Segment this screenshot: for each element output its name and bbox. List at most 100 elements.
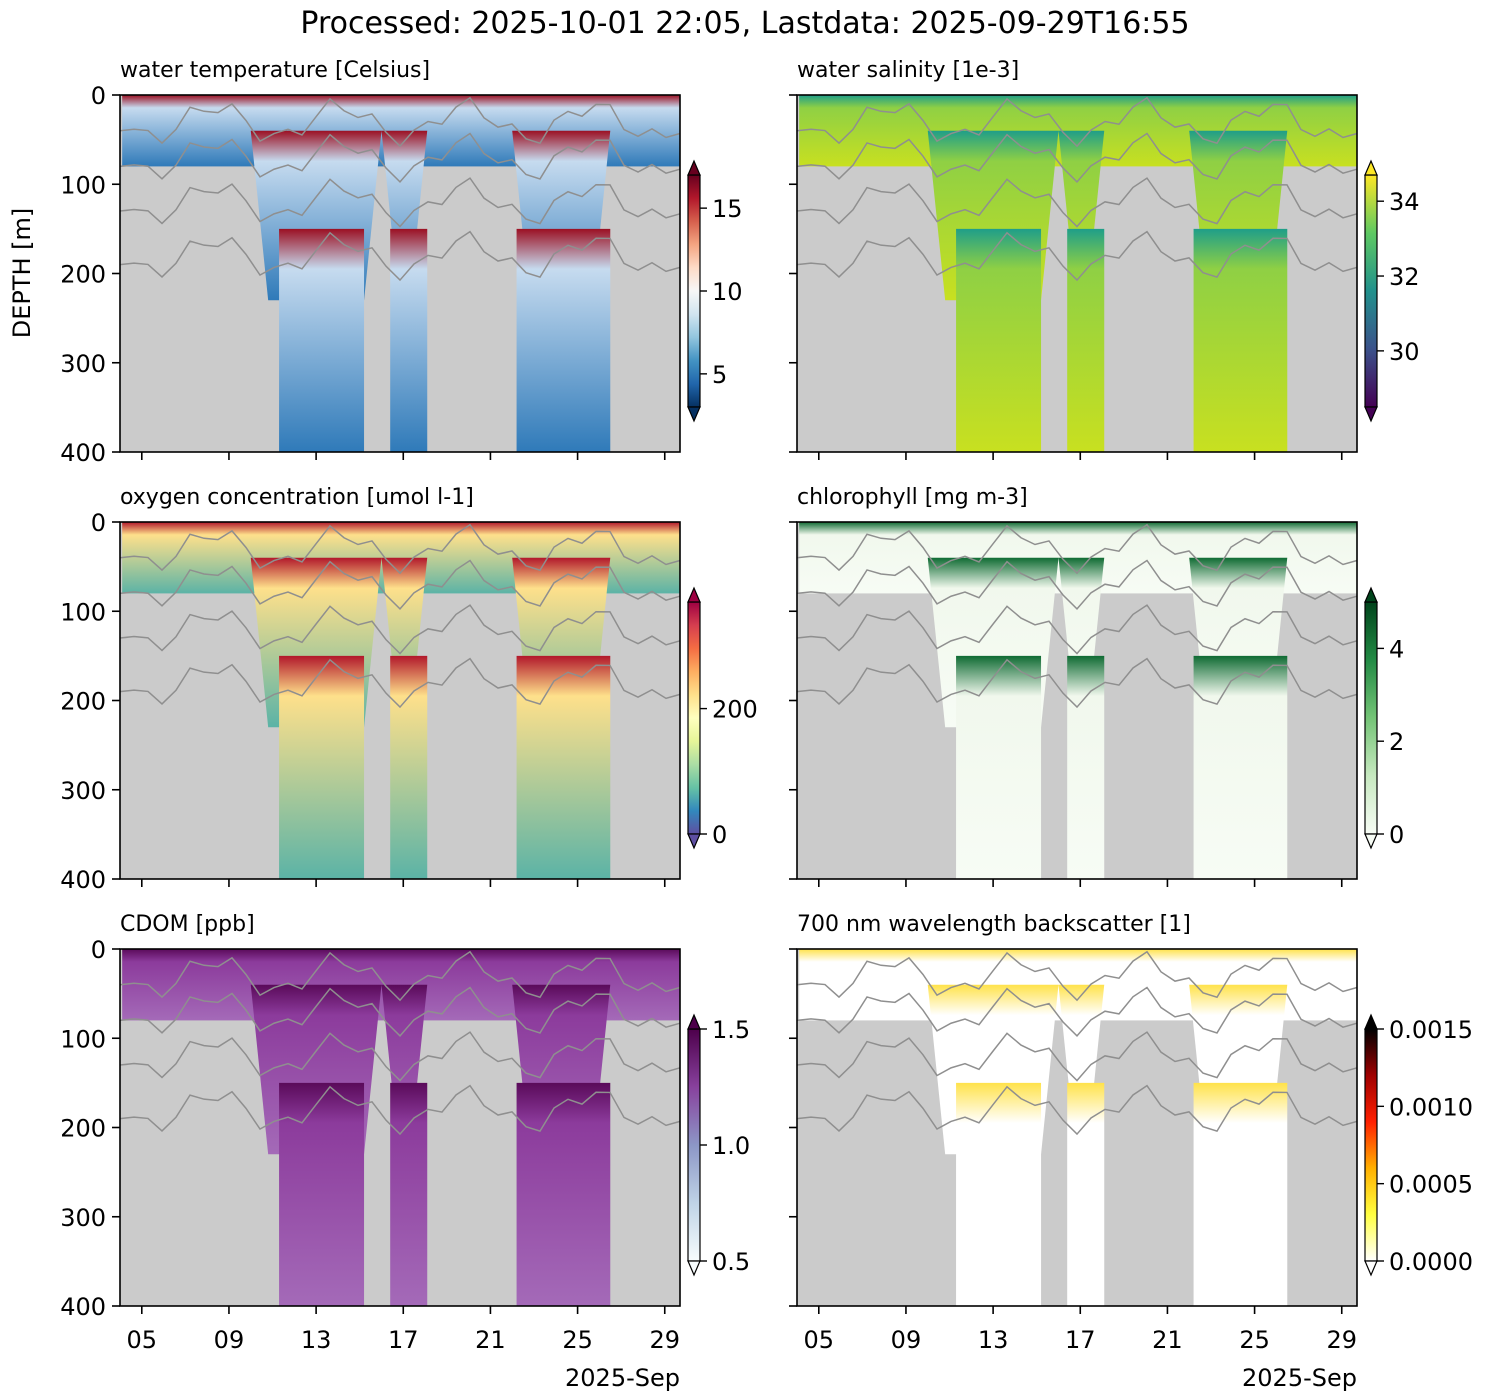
- data-dive-region: [1058, 984, 1105, 1155]
- colorbar-tick-label: 32: [1389, 263, 1420, 291]
- contour-line: [119, 559, 681, 611]
- data-deep-profile: [516, 655, 611, 879]
- data-dive-region: [1058, 130, 1105, 301]
- contour-line: [796, 523, 1358, 575]
- colorbar: [1364, 174, 1378, 408]
- contour-line: [796, 559, 1358, 611]
- contour-line: [119, 230, 681, 282]
- y-tick-label: 200: [60, 1115, 106, 1143]
- colorbar-extend-min: [1364, 1260, 1378, 1277]
- data-deep-profile: [516, 1082, 611, 1306]
- panel-salinity: water salinity [1e-3] 30 32 34: [789, 58, 1420, 460]
- data-deep-profile: [279, 1082, 365, 1306]
- contour-line: [796, 986, 1358, 1038]
- contour-line: [119, 1031, 681, 1082]
- data-deep-profile: [390, 1082, 428, 1306]
- panel-title: water salinity [1e-3]: [797, 58, 1019, 83]
- x-tick-label: 17: [1065, 1326, 1096, 1354]
- x-tick-label: 29: [649, 1326, 680, 1354]
- data-deep-profile: [1067, 655, 1105, 879]
- data-deep-profile: [1067, 1082, 1105, 1306]
- contour-line: [119, 604, 681, 655]
- panel-chlorophyll: chlorophyll [mg m-3] 0 2 4: [789, 485, 1404, 887]
- colorbar-tick-label: 1.5: [712, 1016, 750, 1044]
- colorbar-extend-min: [687, 833, 701, 850]
- data-deep-profile: [1193, 655, 1288, 879]
- x-tick-label: 05: [804, 1326, 835, 1354]
- contour-line: [796, 1031, 1358, 1082]
- data-deep-profile: [516, 228, 611, 452]
- contour-line: [119, 1084, 681, 1136]
- colorbar-extend-max: [1364, 586, 1378, 603]
- panel-title: oxygen concentration [umol l-1]: [120, 485, 474, 510]
- colorbar-tick-label: 2: [1389, 728, 1404, 756]
- data-deep-profile: [279, 228, 365, 452]
- data-deep-profile: [956, 1082, 1042, 1306]
- colorbar: [687, 174, 701, 408]
- y-axis-label: DEPTH [m]: [8, 208, 36, 339]
- contour-line: [119, 950, 681, 1002]
- colorbar-extend-min: [687, 1260, 701, 1277]
- colorbar: [687, 1028, 701, 1262]
- colorbar-extend-max: [1364, 1013, 1378, 1030]
- colorbar-tick-label: 0: [712, 821, 727, 849]
- data-deep-profile: [1067, 228, 1105, 452]
- colorbar: [687, 601, 701, 835]
- panels-group: water temperature [Celsius]0100200300400…: [60, 58, 1473, 1354]
- colorbar-tick-label: 0.0010: [1389, 1093, 1473, 1121]
- x-tick-label: 25: [1239, 1326, 1270, 1354]
- y-tick-label: 0: [91, 82, 106, 110]
- panel-temperature: water temperature [Celsius] 0 100 200 300 400…: [60, 58, 742, 467]
- data-dive-region: [1058, 557, 1105, 728]
- colorbar-tick-label: 15: [712, 195, 743, 223]
- contour-line: [796, 177, 1358, 228]
- panel-title: chlorophyll [mg m-3]: [797, 485, 1028, 510]
- y-tick-label: 300: [60, 350, 106, 378]
- data-deep-profile: [279, 655, 365, 879]
- y-tick-label: 200: [60, 688, 106, 716]
- x-sublabel-right: 2025-Sep: [1242, 1364, 1357, 1392]
- colorbar-tick-label: 10: [712, 278, 743, 306]
- x-tick-label: 09: [891, 1326, 922, 1354]
- x-tick-label: 29: [1326, 1326, 1357, 1354]
- colorbar: [1364, 1028, 1378, 1262]
- y-tick-label: 400: [60, 1293, 106, 1321]
- x-tick-label: 09: [214, 1326, 245, 1354]
- colorbar-tick-label: 0.5: [712, 1248, 750, 1276]
- panel-title: CDOM [ppb]: [120, 912, 255, 937]
- colorbar-extend-min: [1364, 833, 1378, 850]
- colorbar-extend-min: [1364, 406, 1378, 423]
- y-tick-label: 0: [91, 936, 106, 964]
- data-dive-region: [381, 557, 428, 728]
- contour-line: [119, 986, 681, 1038]
- x-tick-label: 21: [1152, 1326, 1183, 1354]
- x-sublabel-left: 2025-Sep: [565, 1364, 680, 1392]
- colorbar-tick-label: 5: [712, 361, 727, 389]
- data-deep-profile: [390, 228, 428, 452]
- colorbar-extend-min: [687, 406, 701, 423]
- y-tick-label: 200: [60, 261, 106, 289]
- y-tick-label: 300: [60, 777, 106, 805]
- y-tick-label: 300: [60, 1204, 106, 1232]
- contour-line: [796, 657, 1358, 709]
- x-tick-label: 13: [301, 1326, 332, 1354]
- y-tick-label: 100: [60, 1025, 106, 1053]
- contour-line: [796, 230, 1358, 282]
- colorbar-extend-max: [687, 586, 701, 603]
- contour-line: [119, 523, 681, 575]
- colorbar-tick-label: 0.0005: [1389, 1171, 1473, 1199]
- panel-oxygen: oxygen concentration [umol l-1] 0 100 200 30…: [60, 485, 758, 894]
- colorbar-tick-label: 0: [1389, 821, 1404, 849]
- contour-line: [796, 96, 1358, 148]
- contour-line: [796, 950, 1358, 1002]
- y-tick-label: 400: [60, 866, 106, 894]
- contour-line: [119, 96, 681, 148]
- x-tick-label: 17: [388, 1326, 419, 1354]
- x-tick-label: 13: [978, 1326, 1009, 1354]
- y-tick-label: 0: [91, 509, 106, 537]
- x-tick-label: 05: [127, 1326, 158, 1354]
- x-tick-label: 21: [475, 1326, 506, 1354]
- data-dive-region: [381, 130, 428, 301]
- y-tick-label: 100: [60, 171, 106, 199]
- colorbar-tick-label: 200: [712, 696, 758, 724]
